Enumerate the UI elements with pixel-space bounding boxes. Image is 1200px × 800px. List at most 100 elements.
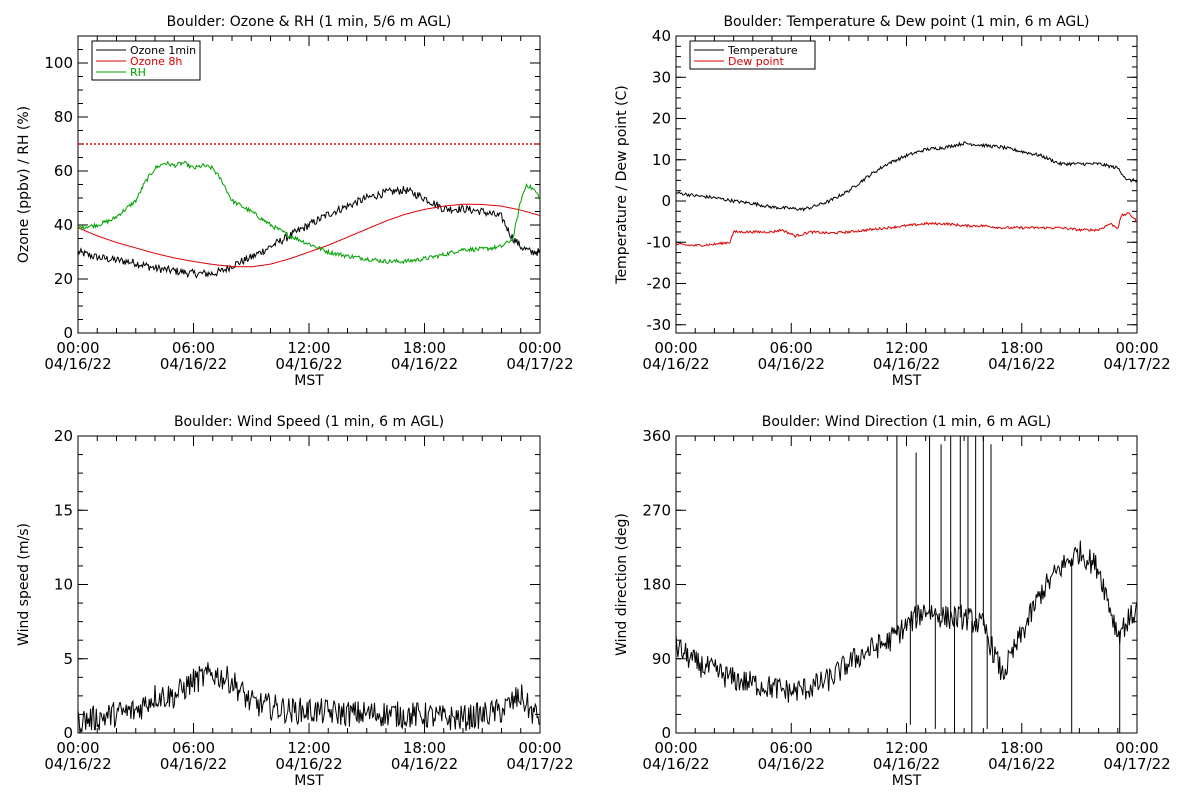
y-tick-label: -10 bbox=[647, 233, 672, 251]
plot-frame bbox=[77, 435, 541, 734]
x-tick-label: 00:00 bbox=[56, 739, 99, 757]
legend-label: Dew point bbox=[728, 55, 784, 68]
chart-title: Boulder: Temperature & Dew point (1 min,… bbox=[723, 14, 1089, 30]
y-tick-label: 20 bbox=[54, 270, 73, 288]
x-tick-label: 18:00 bbox=[1000, 339, 1043, 357]
x-axis-label: MST bbox=[892, 373, 922, 389]
y-tick-label: 20 bbox=[54, 427, 73, 445]
x-tick-date: 04/16/22 bbox=[988, 755, 1055, 773]
y-tick-label: 5 bbox=[63, 650, 73, 668]
x-tick-date: 04/16/22 bbox=[160, 755, 227, 773]
y-tick-label: 0 bbox=[63, 724, 73, 742]
x-tick-label: 00:00 bbox=[518, 739, 561, 757]
x-tick-label: 00:00 bbox=[1115, 339, 1158, 357]
x-tick-date: 04/16/22 bbox=[44, 355, 111, 373]
x-tick-label: 00:00 bbox=[518, 339, 561, 357]
series-line-1 bbox=[78, 662, 540, 733]
x-axis-label: MST bbox=[294, 773, 324, 789]
x-tick-label: 00:00 bbox=[654, 739, 697, 757]
x-tick-date: 04/17/22 bbox=[506, 355, 573, 373]
y-tick-label: 180 bbox=[642, 576, 671, 594]
y-tick-label: 80 bbox=[54, 108, 73, 126]
y-tick-label: 15 bbox=[54, 501, 73, 519]
legend-label: RH bbox=[130, 66, 146, 79]
x-tick-date: 04/16/22 bbox=[642, 755, 709, 773]
y-tick-label: 10 bbox=[54, 576, 73, 594]
x-tick-date: 04/16/22 bbox=[873, 355, 940, 373]
y-tick-label: 270 bbox=[642, 501, 671, 519]
x-tick-label: 00:00 bbox=[56, 339, 99, 357]
y-tick-label: 40 bbox=[54, 216, 73, 234]
x-tick-label: 12:00 bbox=[287, 339, 330, 357]
x-tick-label: 06:00 bbox=[172, 739, 215, 757]
plot-area bbox=[78, 160, 540, 279]
y-axis-label: Wind direction (deg) bbox=[614, 513, 630, 656]
x-tick-date: 04/16/22 bbox=[160, 355, 227, 373]
chart-title: Boulder: Ozone & RH (1 min, 5/6 m AGL) bbox=[167, 14, 452, 30]
x-tick-date: 04/16/22 bbox=[988, 355, 1055, 373]
x-tick-date: 04/17/22 bbox=[1103, 755, 1170, 773]
y-tick-label: 60 bbox=[54, 162, 73, 180]
y-tick-label: 0 bbox=[661, 192, 671, 210]
plot-frame bbox=[77, 35, 541, 334]
y-tick-label: 90 bbox=[652, 650, 671, 668]
chart-panel-2: Boulder: Temperature & Dew point (1 min,… bbox=[614, 14, 1171, 389]
series-line-1 bbox=[676, 540, 1137, 703]
legend-label: Ozone 1min bbox=[130, 44, 196, 57]
legend-label: Temperature bbox=[727, 44, 798, 57]
x-tick-label: 18:00 bbox=[403, 339, 446, 357]
x-tick-date: 04/16/22 bbox=[275, 755, 342, 773]
x-tick-label: 18:00 bbox=[403, 739, 446, 757]
x-tick-date: 04/16/22 bbox=[758, 755, 825, 773]
x-tick-date: 04/17/22 bbox=[1103, 355, 1170, 373]
x-tick-date: 04/16/22 bbox=[391, 755, 458, 773]
x-tick-label: 00:00 bbox=[1115, 739, 1158, 757]
y-tick-label: 0 bbox=[63, 324, 73, 342]
plot-area bbox=[78, 662, 540, 733]
legend-box bbox=[689, 40, 816, 70]
x-tick-label: 12:00 bbox=[287, 739, 330, 757]
x-tick-label: 12:00 bbox=[885, 339, 928, 357]
x-tick-date: 04/16/22 bbox=[642, 355, 709, 373]
series-line-2 bbox=[78, 203, 540, 268]
y-axis-label: Ozone (ppbv) / RH (%) bbox=[16, 106, 32, 263]
y-tick-label: -30 bbox=[647, 316, 672, 334]
y-tick-label: 10 bbox=[652, 151, 671, 169]
x-tick-date: 04/16/22 bbox=[758, 355, 825, 373]
y-tick-label: -20 bbox=[647, 275, 672, 293]
chart-panel-4: Boulder: Wind Direction (1 min, 6 m AGL)… bbox=[614, 414, 1171, 789]
x-tick-label: 06:00 bbox=[770, 339, 813, 357]
x-tick-label: 00:00 bbox=[654, 339, 697, 357]
plot-area bbox=[676, 436, 1137, 733]
series-line-1 bbox=[676, 141, 1137, 212]
legend-label: Ozone 8h bbox=[130, 55, 182, 68]
y-axis-label: Temperature / Dew point (C) bbox=[614, 85, 630, 284]
series-line-3 bbox=[78, 160, 540, 265]
chart-title: Boulder: Wind Direction (1 min, 6 m AGL) bbox=[762, 414, 1051, 430]
y-tick-label: 20 bbox=[652, 110, 671, 128]
x-tick-date: 04/16/22 bbox=[44, 755, 111, 773]
chart-panel-3: Boulder: Wind Speed (1 min, 6 m AGL) 0 5 10… bbox=[16, 414, 574, 789]
x-tick-label: 18:00 bbox=[1000, 739, 1043, 757]
y-tick-label: 0 bbox=[661, 724, 671, 742]
x-tick-date: 04/17/22 bbox=[506, 755, 573, 773]
y-tick-label: 100 bbox=[44, 54, 73, 72]
x-tick-date: 04/16/22 bbox=[873, 755, 940, 773]
x-tick-date: 04/16/22 bbox=[275, 355, 342, 373]
plot-frame bbox=[675, 35, 1138, 334]
x-tick-date: 04/16/22 bbox=[391, 355, 458, 373]
chart-title: Boulder: Wind Speed (1 min, 6 m AGL) bbox=[174, 414, 444, 430]
y-axis-label: Wind speed (m/s) bbox=[16, 523, 32, 646]
x-tick-label: 06:00 bbox=[770, 739, 813, 757]
y-tick-label: 40 bbox=[652, 27, 671, 45]
y-tick-label: 30 bbox=[652, 68, 671, 86]
x-tick-label: 06:00 bbox=[172, 339, 215, 357]
y-tick-label: 360 bbox=[642, 427, 671, 445]
series-line-1 bbox=[78, 185, 540, 279]
x-axis-label: MST bbox=[294, 373, 324, 389]
series-line-2 bbox=[676, 212, 1137, 247]
x-axis-label: MST bbox=[892, 773, 922, 789]
plot-area bbox=[676, 141, 1137, 247]
chart-panel-1: Boulder: Ozone & RH (1 min, 5/6 m AGL) 0 2… bbox=[16, 14, 574, 389]
